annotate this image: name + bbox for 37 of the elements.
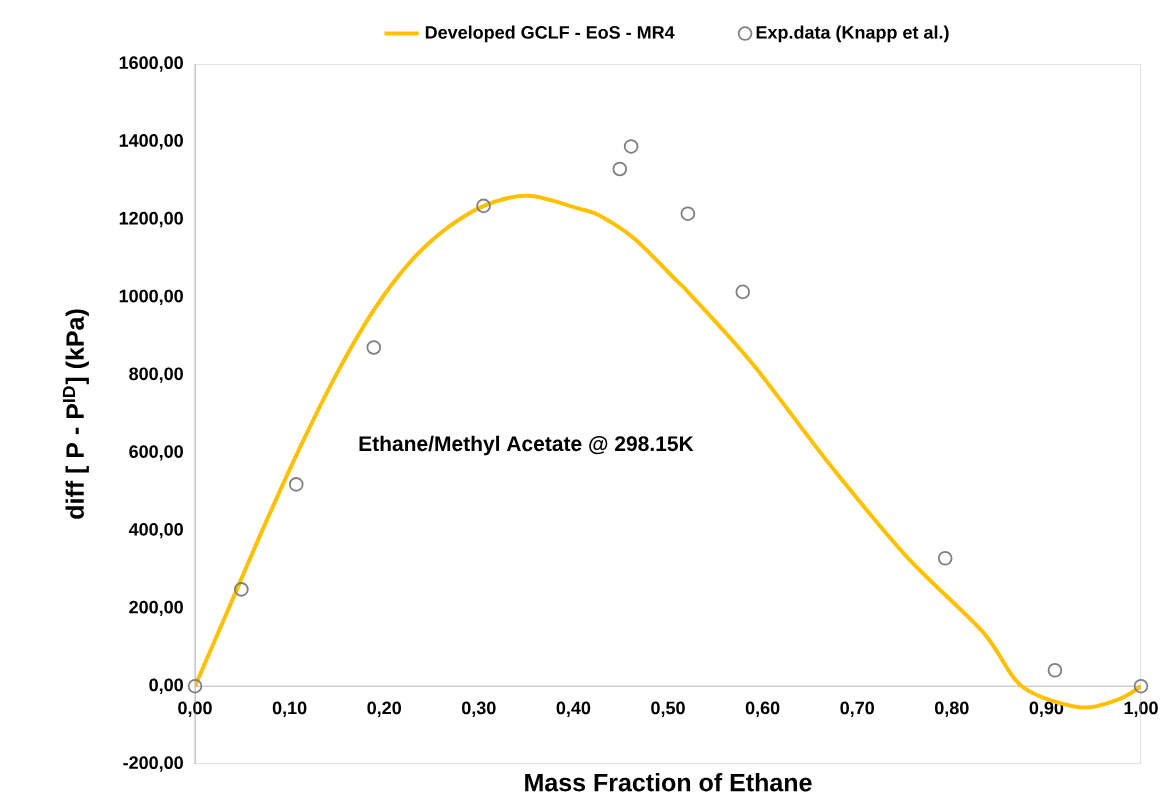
- point: [1047, 662, 1063, 678]
- point: [612, 161, 628, 177]
- point: [1133, 678, 1149, 694]
- y-tick-label: -200,00: [123, 756, 183, 772]
- y-tick-label: 400,00: [128, 522, 183, 539]
- point: [680, 206, 696, 222]
- y-tick-label: 1200,00: [119, 211, 183, 228]
- y-tick-label: 200,00: [129, 600, 183, 617]
- point: [288, 477, 304, 492]
- point: [234, 582, 249, 597]
- point: [366, 340, 382, 355]
- x-tick-label: 0,10: [272, 701, 307, 717]
- y-tick-label: 800,00: [129, 367, 183, 383]
- legend-label: Exp.data (Knapp et al.): [756, 25, 949, 43]
- y-tick-label: 1600,00: [119, 56, 183, 72]
- annotation: Ethane/Methyl Acetate @ 298.15K: [359, 435, 694, 456]
- x-tick-label: 0,70: [840, 701, 874, 717]
- legend-label: Developed GCLF - EoS - MR4: [425, 25, 675, 43]
- x-tick-label: 0,20: [367, 701, 401, 717]
- y-tick-label: 0,00: [149, 678, 183, 694]
- point: [937, 550, 953, 566]
- x-tick-label: 1,00: [1124, 701, 1158, 717]
- x-tick-label: 0,00: [178, 701, 212, 717]
- y-tick-label: 1400,00: [119, 134, 183, 150]
- point: [187, 678, 203, 694]
- point: [735, 284, 751, 300]
- y-axis-title: diff [ P - P$^{ID}$] (kPa): [62, 309, 89, 519]
- x-tick-label: 0,50: [651, 701, 685, 717]
- y-tick-label: 1000,00: [119, 289, 183, 305]
- x-tick-label: 0,60: [745, 701, 780, 717]
- x-tick-label: 0,40: [556, 701, 591, 717]
- x-tick-label: 0,30: [462, 701, 496, 717]
- y-tick-label: 600,00: [129, 445, 183, 461]
- x-axis-title: Mass Fraction of Ethane: [525, 773, 812, 792]
- x-tick-label: 0,80: [935, 701, 969, 717]
- point: [476, 198, 491, 214]
- point: [623, 139, 639, 154]
